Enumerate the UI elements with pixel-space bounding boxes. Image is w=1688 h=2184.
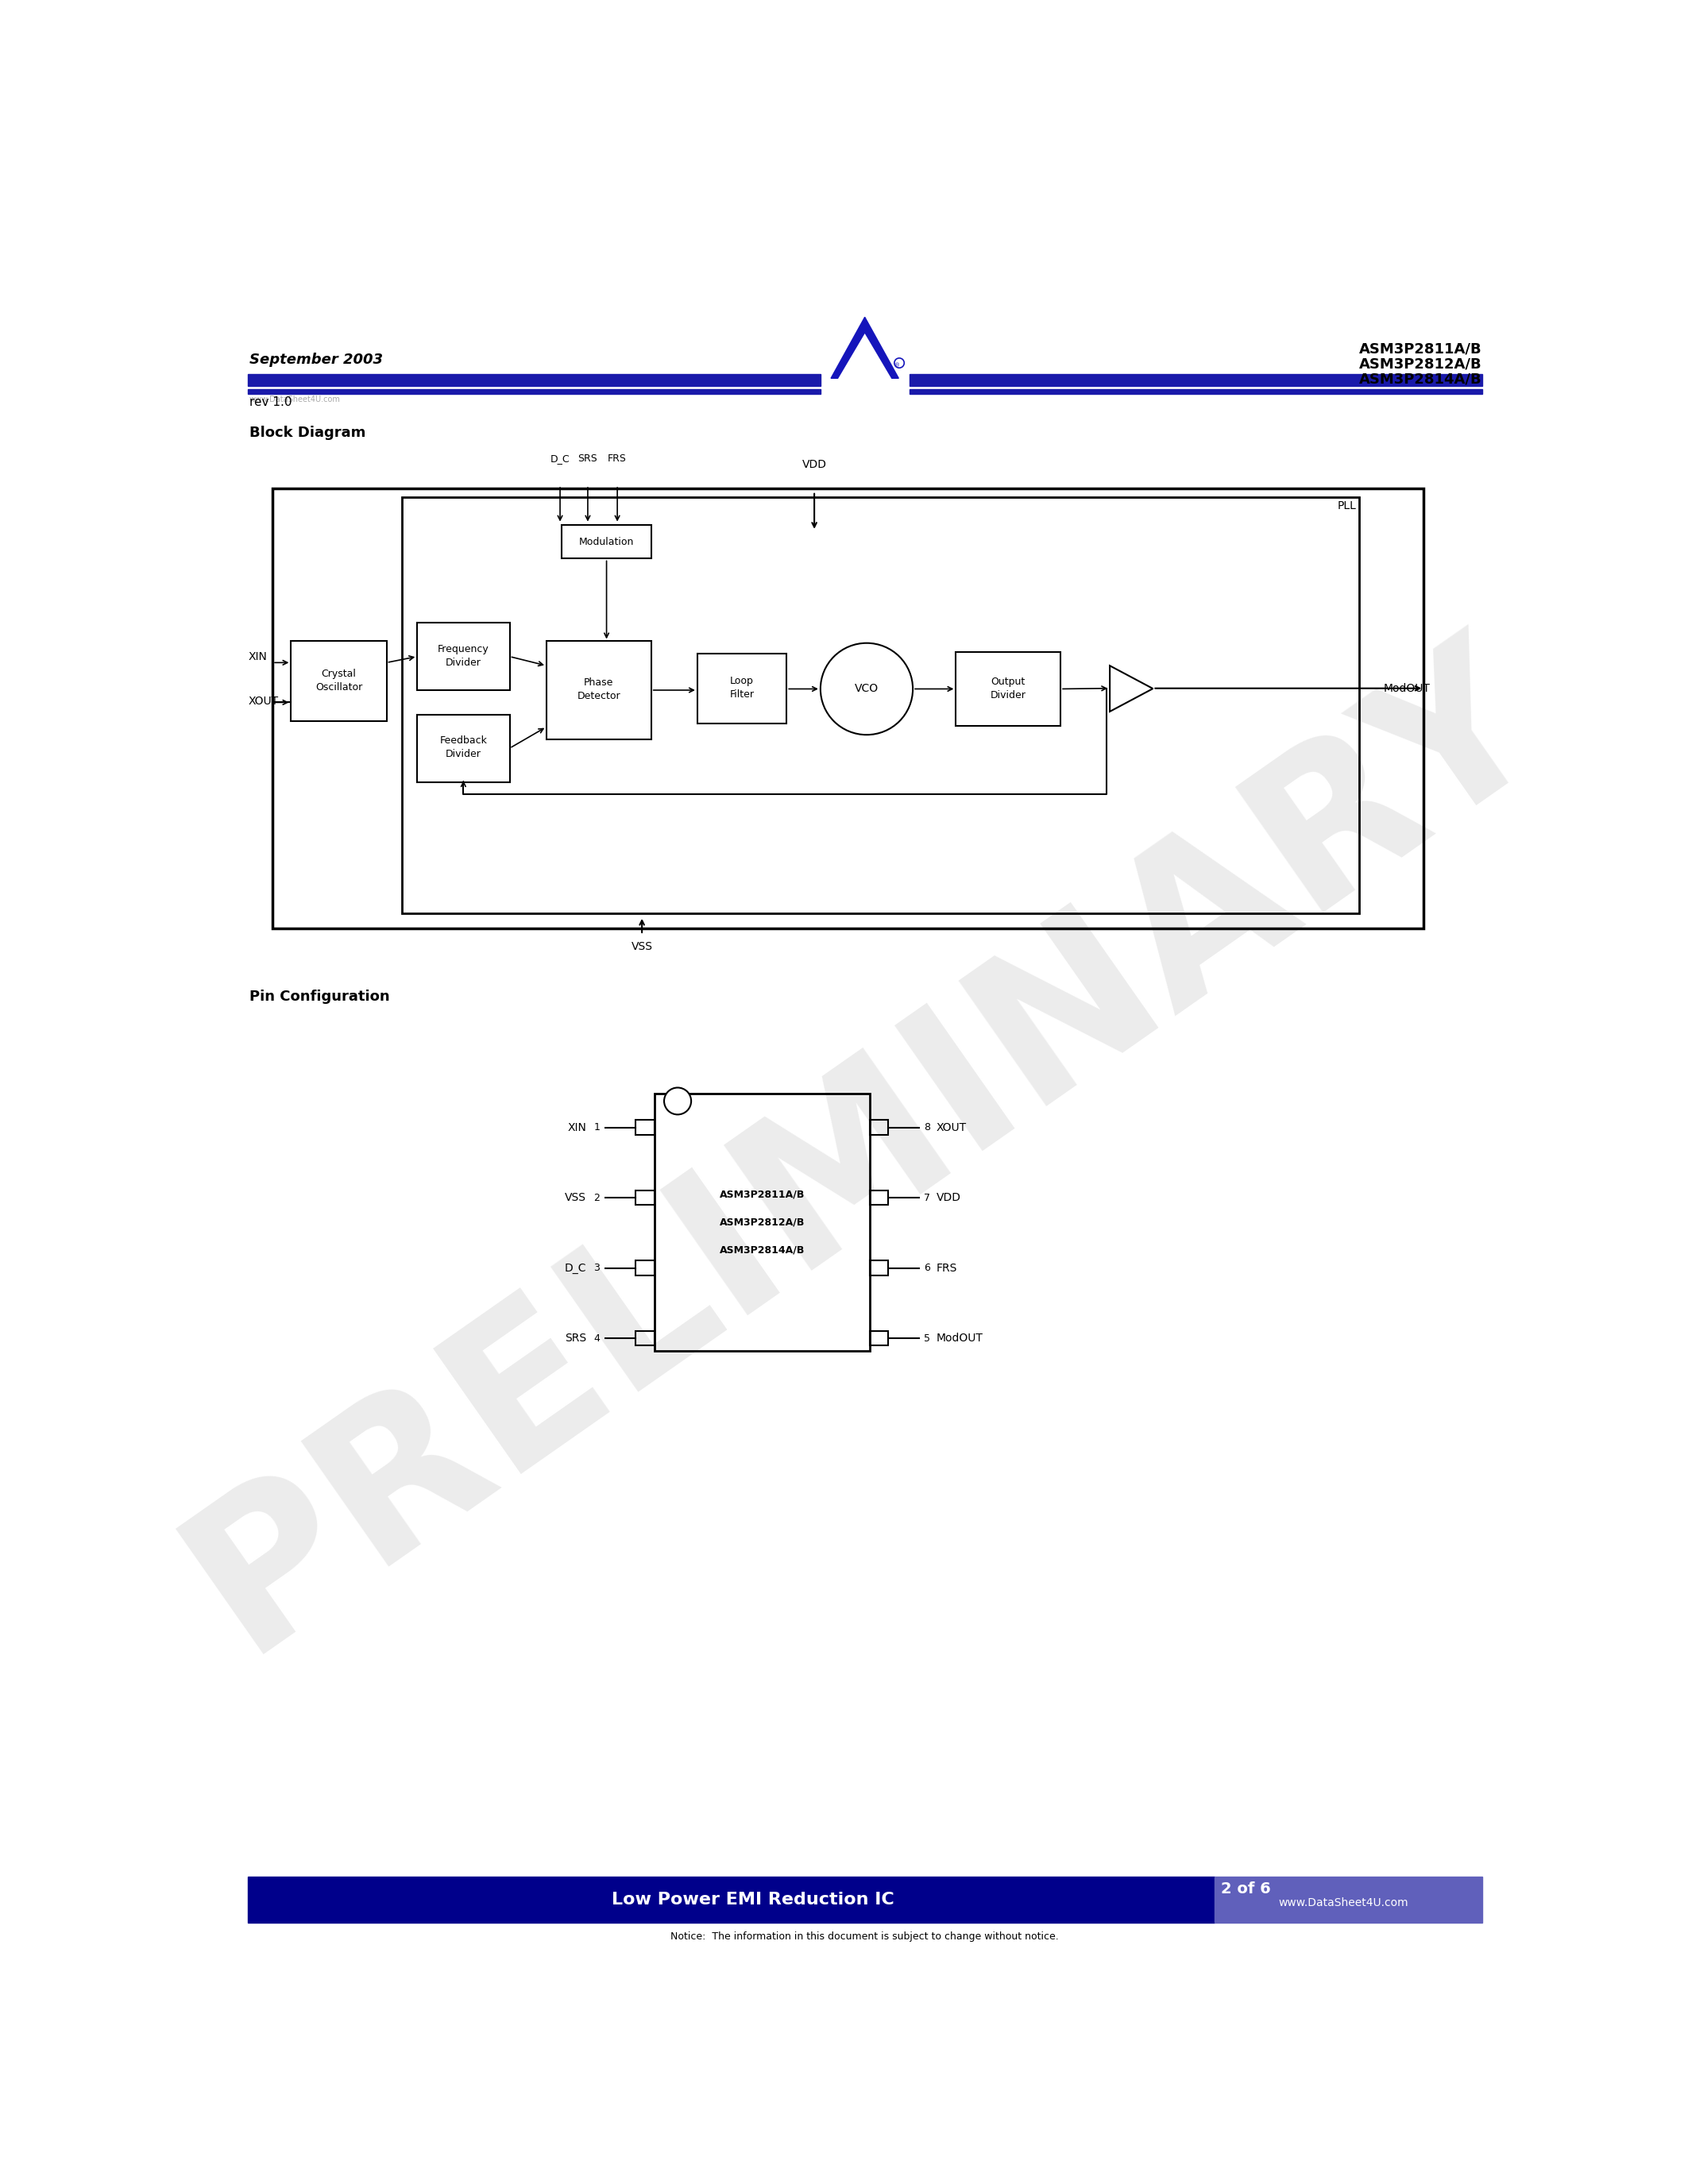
Bar (248, 389, 820, 393)
Text: 3: 3 (594, 1262, 599, 1273)
Bar (869, 1120, 888, 1136)
Text: Low Power EMI Reduction IC: Low Power EMI Reduction IC (611, 1891, 895, 1907)
Text: D_C: D_C (565, 1262, 586, 1273)
Text: XOUT: XOUT (937, 1123, 967, 1133)
Bar (290, 642, 387, 721)
Text: Frequency: Frequency (437, 644, 490, 655)
Text: VSS: VSS (631, 941, 653, 952)
Text: Divider: Divider (446, 657, 481, 668)
Text: ModOUT: ModOUT (937, 1332, 982, 1343)
Text: 7: 7 (923, 1192, 930, 1203)
Text: VSS: VSS (565, 1192, 586, 1203)
Text: Feedback: Feedback (439, 736, 488, 747)
Text: 8: 8 (923, 1123, 930, 1133)
Text: 4: 4 (594, 1332, 599, 1343)
Text: Divider: Divider (446, 749, 481, 760)
Bar (636, 1190, 655, 1206)
Text: ®: ® (895, 363, 900, 367)
Text: SRS: SRS (577, 454, 598, 463)
Text: Divider: Divider (991, 690, 1026, 701)
Bar (562, 524, 652, 559)
Text: Detector: Detector (577, 690, 621, 701)
Bar (910, 389, 1482, 393)
Text: ASM3P2814A/B: ASM3P2814A/B (719, 1245, 805, 1256)
Text: www.DataSheet4U.com: www.DataSheet4U.com (1280, 1898, 1409, 1909)
Bar (547, 642, 652, 738)
Text: Loop: Loop (731, 677, 755, 686)
Text: XIN: XIN (248, 651, 267, 662)
Text: 2 of 6: 2 of 6 (1220, 1880, 1271, 1896)
Bar (636, 1330, 655, 1345)
Bar (248, 373, 820, 387)
Bar (910, 373, 1482, 387)
Text: 2: 2 (594, 1192, 599, 1203)
Bar (1214, 1876, 1482, 1922)
Bar (869, 1330, 888, 1345)
Text: www.DataSheet4U.com: www.DataSheet4U.com (250, 395, 341, 404)
Text: 6: 6 (923, 1262, 930, 1273)
Text: ASM3P2812A/B: ASM3P2812A/B (719, 1216, 805, 1227)
Text: FRS: FRS (608, 454, 626, 463)
Text: 1: 1 (594, 1123, 599, 1133)
Text: FRS: FRS (937, 1262, 957, 1273)
Bar (955, 653, 1060, 725)
Text: ASM3P2812A/B: ASM3P2812A/B (1359, 356, 1482, 371)
Text: Pin Configuration: Pin Configuration (250, 989, 390, 1005)
Text: Notice:  The information in this document is subject to change without notice.: Notice: The information in this document… (670, 1931, 1058, 1942)
Bar (697, 653, 787, 723)
Text: Oscillator: Oscillator (316, 681, 363, 692)
Text: ASM3P2811A/B: ASM3P2811A/B (1359, 341, 1482, 356)
Polygon shape (830, 317, 898, 378)
Polygon shape (847, 347, 883, 378)
Text: Modulation: Modulation (579, 537, 635, 546)
Bar (869, 1260, 888, 1275)
Bar (636, 1120, 655, 1136)
Text: Crystal: Crystal (321, 668, 356, 679)
Text: XIN: XIN (567, 1123, 586, 1133)
Bar (402, 498, 1359, 913)
Bar (417, 622, 510, 690)
Text: SRS: SRS (565, 1332, 586, 1343)
Bar (655, 1094, 869, 1350)
Text: ModOUT: ModOUT (1382, 684, 1430, 695)
Text: Block Diagram: Block Diagram (250, 426, 365, 441)
Bar (636, 1260, 655, 1275)
Text: rev 1.0: rev 1.0 (250, 397, 292, 408)
Text: PLL: PLL (1337, 500, 1355, 511)
Text: D_C: D_C (550, 454, 571, 463)
Text: Phase: Phase (584, 677, 614, 688)
Bar (248, 1876, 1214, 1922)
Text: Filter: Filter (729, 690, 755, 699)
Text: XOUT: XOUT (248, 695, 279, 708)
Bar (869, 1190, 888, 1206)
Circle shape (663, 1088, 690, 1114)
Bar (417, 714, 510, 782)
Text: VCO: VCO (854, 684, 878, 695)
Text: ASM3P2811A/B: ASM3P2811A/B (719, 1190, 805, 1199)
Text: PRELIMINARY: PRELIMINARY (152, 607, 1577, 1690)
Text: VDD: VDD (937, 1192, 960, 1203)
Text: September 2003: September 2003 (250, 352, 383, 367)
Text: VDD: VDD (802, 459, 827, 470)
Text: 5: 5 (923, 1332, 930, 1343)
Text: Output: Output (991, 677, 1025, 686)
Bar (272, 489, 1423, 928)
Text: ASM3P2814A/B: ASM3P2814A/B (1359, 371, 1482, 387)
